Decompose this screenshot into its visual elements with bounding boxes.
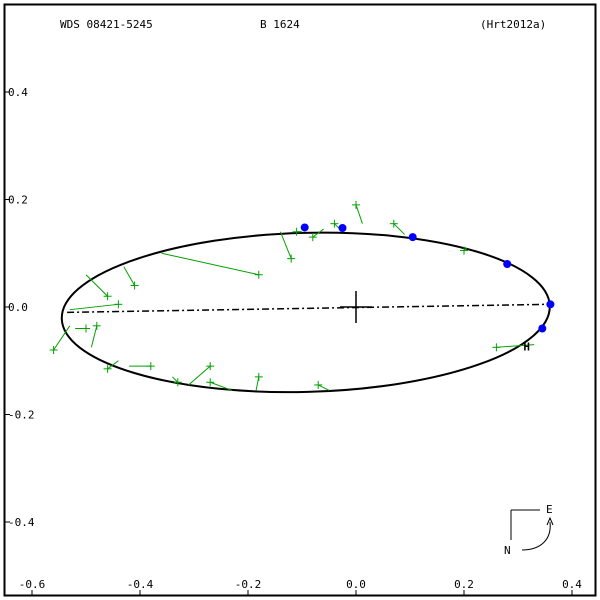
measurement-point bbox=[338, 223, 347, 232]
measurement-point bbox=[408, 233, 417, 242]
y-tick-labels: 0.4 0.2 0.0 -0.2 -0.4 bbox=[5, 86, 35, 529]
y-tick-label: -0.4 bbox=[8, 516, 35, 529]
measurement-point bbox=[546, 300, 555, 309]
observation-residual bbox=[172, 376, 179, 383]
measurement-point bbox=[300, 223, 309, 232]
compass: E N bbox=[504, 503, 554, 557]
x-tick-label: -0.6 bbox=[19, 578, 46, 591]
observation-residual bbox=[188, 365, 211, 386]
line-of-nodes bbox=[67, 303, 548, 314]
plot-frame bbox=[3, 3, 597, 597]
observation-residual bbox=[317, 384, 330, 391]
y-tick-label: -0.2 bbox=[8, 409, 35, 422]
compass-north-label: N bbox=[504, 544, 511, 557]
observation-residual bbox=[85, 274, 108, 297]
compass-frame bbox=[510, 509, 540, 540]
observation-residual bbox=[53, 325, 71, 351]
observation-residual bbox=[123, 266, 136, 286]
compass-east-label: E bbox=[546, 503, 553, 516]
x-tick-label: 0.4 bbox=[562, 578, 582, 591]
compass-arrow bbox=[521, 521, 551, 551]
observation-residual bbox=[90, 325, 98, 348]
observation-residual bbox=[107, 360, 119, 370]
orbit-layer bbox=[60, 231, 551, 394]
y-tick-label: 0.0 bbox=[8, 301, 28, 314]
x-tick-label: -0.2 bbox=[235, 578, 262, 591]
observation-residual bbox=[210, 381, 232, 391]
x-tick-label: 0.2 bbox=[454, 578, 474, 591]
x-tick-label: 0.0 bbox=[346, 578, 366, 591]
x-tick-label: -0.4 bbox=[127, 578, 154, 591]
orbit-ellipse bbox=[60, 231, 551, 394]
observation-layer bbox=[49, 200, 555, 391]
x-tick-labels: -0.6 -0.4 -0.2 0.0 0.2 0.4 bbox=[19, 578, 582, 595]
observation-residual bbox=[312, 228, 324, 238]
title-right: (Hrt2012a) bbox=[480, 18, 546, 31]
y-tick-label: 0.2 bbox=[8, 194, 28, 207]
observation-residual bbox=[161, 252, 259, 276]
observation-residual bbox=[355, 204, 363, 224]
observation-residual bbox=[496, 344, 535, 348]
y-tick-label: 0.4 bbox=[8, 86, 28, 99]
measurement-layer bbox=[300, 223, 555, 333]
measurement-point bbox=[538, 324, 547, 333]
observation-residual bbox=[393, 223, 405, 235]
observation-residual bbox=[69, 303, 119, 311]
measurement-point bbox=[503, 260, 512, 268]
title-center: B 1624 bbox=[260, 18, 300, 31]
h-marker-label: H bbox=[523, 341, 530, 354]
compass-arrowhead bbox=[546, 516, 554, 526]
observation-residual bbox=[279, 231, 292, 259]
title-left: WDS 08421-5245 bbox=[60, 18, 153, 31]
